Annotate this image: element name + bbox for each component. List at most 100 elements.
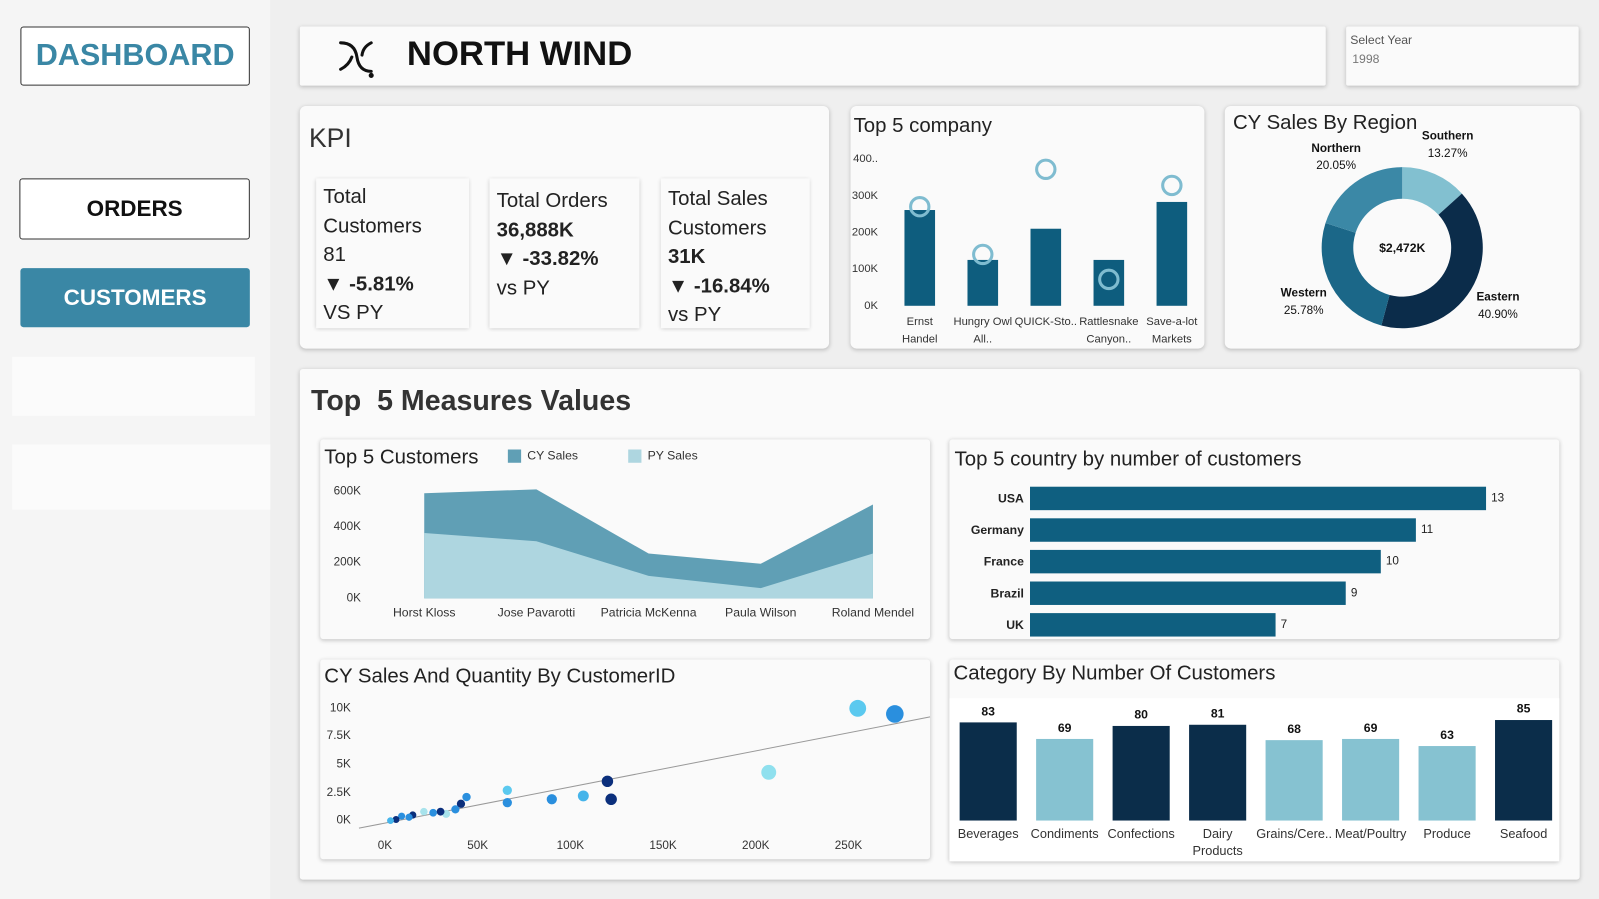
empty-slot — [12, 356, 255, 416]
x-tick-label: 150K — [649, 839, 677, 853]
y-tick-label: 0K — [346, 592, 362, 605]
data-label: 69 — [1363, 720, 1378, 735]
point — [387, 817, 394, 825]
filter-label: Select Year — [1350, 32, 1413, 47]
point — [577, 790, 589, 802]
data-label: 11 — [1420, 523, 1434, 537]
nav-button[interactable]: ORDERS — [19, 178, 250, 240]
logo — [339, 41, 374, 78]
x-tick-label: QUICK-Sto.. — [1014, 315, 1077, 329]
bar — [904, 210, 936, 306]
bar — [1029, 518, 1416, 542]
point — [502, 798, 512, 808]
kpi-value: 31K — [667, 245, 706, 269]
x-tick-label: Produce — [1423, 826, 1471, 841]
x-tick-label: 0K — [377, 839, 393, 853]
chart-title: Top 5 country by number of customers — [954, 447, 1302, 471]
data-label: 13 — [1491, 492, 1505, 505]
marker — [909, 196, 931, 218]
point — [429, 808, 437, 817]
legend-label: CY Sales — [527, 448, 579, 463]
data-label: 81 — [1210, 706, 1225, 721]
x-tick-label: Ernst Handel — [901, 315, 938, 346]
kpi-name: Total Sales Customers — [667, 187, 768, 240]
slice-name: Western — [1280, 287, 1327, 300]
donut-slice — [1325, 167, 1403, 233]
data-label: 69 — [1057, 720, 1072, 735]
y-tick-label: 300K — [851, 189, 879, 202]
dashboard-title: DASHBOARD — [20, 26, 250, 86]
y-tick-label: USA — [998, 491, 1024, 506]
x-tick-label: Jose Pavarotti — [497, 605, 576, 620]
marker — [972, 243, 994, 266]
bar — [1029, 486, 1487, 511]
x-tick-label: Rattlesnake Canyon.. — [1079, 315, 1139, 346]
y-tick-label: UK — [1006, 617, 1024, 632]
y-tick-label: France — [983, 554, 1024, 569]
data-label: 10 — [1385, 555, 1399, 568]
kpi-card: Total Sales Customers 31K ▼ -16.84% vs P… — [660, 178, 810, 329]
point — [761, 764, 777, 780]
kpi-compare: vs PY — [496, 276, 550, 300]
kpi-change: ▼ -33.82% — [496, 247, 599, 271]
point — [462, 792, 471, 802]
x-tick-label: Paula Wilson — [725, 605, 797, 620]
bar — [1029, 549, 1381, 574]
kpi-compare: vs PY — [667, 303, 722, 327]
point — [398, 812, 406, 820]
bar — [1036, 738, 1094, 821]
kpi-name: Total Customers — [323, 185, 422, 237]
bar — [1029, 581, 1346, 605]
header — [299, 26, 1326, 86]
kpi-value: 36,888K — [496, 218, 574, 242]
area — [424, 533, 873, 599]
point — [392, 816, 400, 823]
bar — [1189, 724, 1247, 821]
kpi-value: 81 — [323, 243, 346, 267]
x-tick-label: Patricia McKenna — [600, 605, 697, 620]
x-tick-label: Seafood — [1499, 826, 1548, 841]
x-tick-label: 250K — [834, 839, 863, 853]
bar — [1265, 740, 1323, 821]
y-tick-label: 2.5K — [326, 786, 351, 799]
chart-title: Category By Number Of Customers — [953, 662, 1276, 685]
point — [420, 807, 428, 816]
data-label: 7 — [1280, 618, 1288, 631]
x-tick-label: Grains/Cere.. — [1256, 826, 1333, 841]
nav-button[interactable]: CUSTOMERS — [20, 268, 250, 328]
x-tick-label: 200K — [742, 839, 770, 853]
x-tick-label: 100K — [556, 839, 585, 853]
x-tick-label: Roland Mendel — [831, 605, 915, 620]
chart-panel — [320, 659, 931, 860]
legend-label: PY Sales — [647, 448, 698, 463]
donut-slice — [1381, 193, 1483, 329]
kpi-title: KPI — [308, 122, 352, 153]
y-tick-label: 400K — [333, 520, 362, 534]
donut-slice — [1321, 223, 1390, 326]
point — [601, 775, 614, 788]
kpi-name: Total Orders — [496, 189, 608, 213]
point — [886, 705, 904, 723]
x-tick-label: Condiments — [1030, 826, 1099, 841]
x-tick-label: Hungry Owl All.. — [953, 315, 1013, 346]
y-tick-label: 200K — [333, 556, 362, 569]
chart-title: Top 5 company — [853, 114, 992, 138]
slice-value: 25.78% — [1283, 304, 1324, 317]
brand: NORTH WIND — [406, 34, 633, 74]
bar — [1029, 613, 1276, 637]
kpi-card: Total Orders 36,888K ▼ -33.82% vs PY — [489, 178, 640, 329]
y-tick-label: 5K — [336, 758, 351, 771]
y-tick-label: 0K — [336, 814, 351, 827]
point — [502, 785, 512, 795]
bar — [1112, 725, 1170, 821]
point — [436, 807, 445, 816]
x-tick-label: Beverages — [957, 826, 1019, 841]
bar — [1156, 201, 1188, 306]
empty-slot — [12, 444, 271, 510]
year-filter[interactable] — [1346, 26, 1579, 86]
bar — [1093, 259, 1125, 306]
filter-value: 1998 — [1352, 51, 1380, 67]
